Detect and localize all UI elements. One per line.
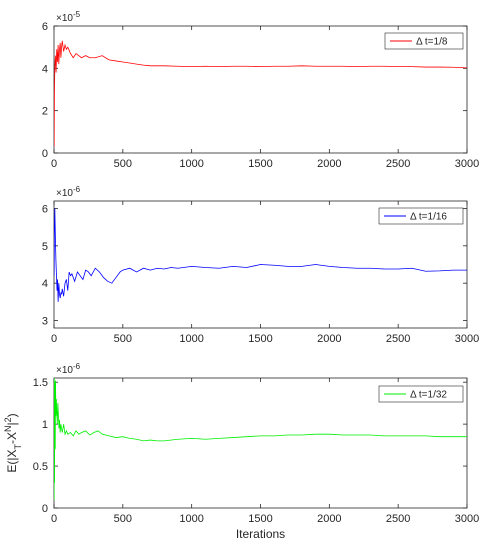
y-tick-label: 0	[42, 148, 48, 160]
x-tick-label: 1500	[248, 333, 272, 345]
y-tick-label: 0.5	[33, 461, 48, 473]
y-tick-label: 5	[42, 241, 48, 253]
x-tick-label: 3000	[455, 513, 479, 525]
y-exponent-label: ×10-5	[56, 10, 81, 24]
chart-panel-3: 0 500 1000 1500 2000 2500 3000 0 0.5 1 1.5 ×10-6 Δ t…	[3, 362, 479, 541]
x-tick-label: 500	[114, 513, 132, 525]
x-tick-label: 2500	[386, 513, 410, 525]
legend-entry: Δ t=1/32	[410, 390, 447, 401]
x-tick-label: 2000	[317, 513, 341, 525]
y-tick-label: 4	[42, 278, 48, 290]
x-tick-label: 3000	[455, 158, 479, 170]
chart-panel-1: 0 500 1000 1500 2000 2500 3000 0 2 4 6 ×10-5 Δ t=1/8	[42, 10, 479, 170]
chart-panel-2: 0 500 1000 1500 2000 2500 3000 3 4 5 6 ×10-6 Δ t=1/1…	[42, 185, 479, 345]
x-tick-label: 3000	[455, 333, 479, 345]
series-line	[54, 208, 467, 302]
x-tick-label: 2000	[317, 158, 341, 170]
y-exponent-label: ×10-6	[56, 185, 81, 199]
x-tick-label: 1500	[248, 513, 272, 525]
y-tick-label: 6	[42, 21, 48, 33]
y-tick-label: 6	[42, 203, 48, 215]
y-tick-label: 0	[42, 503, 48, 515]
x-tick-label: 500	[114, 333, 132, 345]
x-tick-label: 1000	[179, 513, 203, 525]
x-tick-label: 0	[51, 158, 57, 170]
x-tick-label: 2000	[317, 333, 341, 345]
legend-box	[378, 207, 464, 225]
legend-entry: Δ t=1/16	[410, 212, 447, 223]
legend-entry: Δ t=1/8	[416, 37, 448, 48]
y-exponent-label: ×10-6	[56, 362, 81, 376]
x-tick-label: 1500	[248, 158, 272, 170]
x-tick-label: 1000	[179, 158, 203, 170]
x-tick-label: 1000	[179, 333, 203, 345]
legend-box	[378, 385, 464, 403]
y-tick-label: 1	[42, 419, 48, 431]
legend: Δ t=1/8	[384, 32, 464, 50]
y-axis-label: E(|XT-XN|2)	[3, 413, 23, 472]
x-tick-label: 2500	[386, 333, 410, 345]
legend-box	[384, 32, 464, 50]
x-tick-label: 0	[51, 333, 57, 345]
x-axis-label: Iterations	[236, 527, 285, 541]
legend: Δ t=1/32	[378, 385, 464, 403]
legend: Δ t=1/16	[378, 207, 464, 225]
series-line	[54, 40, 467, 147]
y-tick-label: 4	[42, 63, 48, 75]
y-tick-label: 3	[42, 316, 48, 328]
x-tick-label: 0	[51, 513, 57, 525]
y-tick-label: 2	[42, 106, 48, 118]
x-tick-label: 500	[114, 158, 132, 170]
y-tick-label: 1.5	[33, 377, 48, 389]
x-tick-label: 2500	[386, 158, 410, 170]
series-line	[54, 378, 467, 500]
